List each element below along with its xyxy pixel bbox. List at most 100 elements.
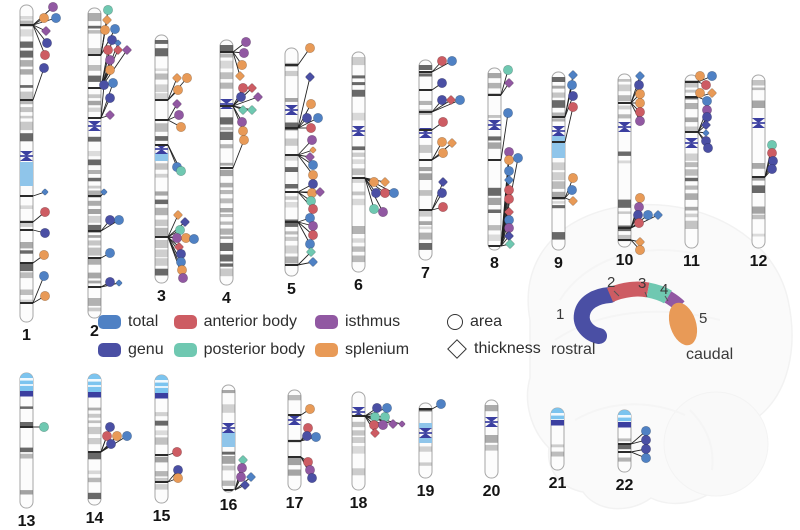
- chromosome-label-15: 15: [153, 508, 171, 525]
- marker-thickness-posterior: [505, 239, 515, 249]
- locus-band: [419, 71, 432, 73]
- marker-area-total: [640, 425, 651, 436]
- chromosome-label-1: 1: [22, 327, 31, 344]
- marker-area-isthmus: [307, 221, 318, 232]
- marker-area-total: [566, 185, 577, 196]
- marker-thickness-posterior: [238, 105, 248, 115]
- marker-area-genu: [766, 164, 777, 175]
- locus-band: [20, 426, 33, 428]
- marker-area-anterior: [503, 185, 514, 196]
- chromosome-label-17: 17: [286, 495, 304, 512]
- marker-area-posterior: [176, 166, 187, 177]
- marker-area-genu: [105, 421, 116, 432]
- locus-band: [752, 176, 765, 178]
- chromosome-bands: [419, 408, 432, 466]
- marker-thickness-genu: [240, 480, 250, 490]
- marker-area-anterior: [39, 207, 50, 218]
- marker-area-genu: [105, 276, 116, 287]
- marker-area-splenium: [39, 290, 50, 301]
- marker-area-total: [189, 234, 200, 245]
- locus-band: [552, 197, 565, 199]
- marker-area-anterior: [39, 49, 50, 60]
- locus-band: [618, 451, 631, 453]
- chromosome-label-11: 11: [683, 253, 700, 270]
- locus-band: [618, 227, 631, 229]
- chromosome-label-12: 12: [750, 253, 768, 270]
- marker-area-splenium: [304, 42, 315, 53]
- chromosome-2: 2: [87, 5, 132, 340]
- locus-band: [685, 96, 698, 98]
- marker-area-isthmus: [237, 462, 248, 473]
- locus-band: [552, 116, 565, 118]
- marker-line: [431, 99, 461, 113]
- marker-thickness-anterior: [446, 95, 456, 105]
- locus-band: [88, 257, 101, 259]
- marker-thickness-posterior: [247, 105, 257, 115]
- chromosome-label-13: 13: [18, 513, 36, 530]
- marker-thickness-splenium: [447, 138, 457, 148]
- marker-area-total: [304, 239, 315, 250]
- marker-area-total: [512, 153, 523, 164]
- marker-area-genu: [436, 188, 447, 199]
- marker-area-genu: [41, 37, 52, 48]
- marker-area-splenium: [182, 73, 193, 84]
- marker-area-splenium: [634, 98, 645, 109]
- marker-area-total: [503, 166, 514, 177]
- marker-thickness-total: [100, 188, 108, 196]
- chromosome-label-18: 18: [350, 495, 368, 512]
- marker-area-isthmus: [377, 419, 388, 430]
- marker-area-genu: [702, 143, 713, 154]
- marker-line: [232, 139, 245, 169]
- locus-band: [419, 129, 432, 131]
- marker-area-anterior: [103, 44, 114, 55]
- marker-area-isthmus: [178, 272, 189, 283]
- locus-band: [88, 117, 101, 119]
- chromosome-6: 6: [351, 51, 399, 294]
- chromosome-18: 18: [350, 391, 406, 512]
- chromosome-13: 13: [18, 372, 49, 530]
- chromosome-label-9: 9: [554, 255, 563, 272]
- marker-line: [100, 84, 105, 119]
- chromosome-16: 16: [220, 384, 256, 514]
- marker-area-anterior: [307, 230, 318, 241]
- locus-band: [220, 105, 233, 107]
- chromosome-21: 21: [549, 407, 567, 492]
- marker-area-total: [105, 248, 116, 259]
- marker-area-genu: [436, 95, 447, 106]
- marker-area-splenium: [503, 155, 514, 166]
- marker-area-posterior: [368, 204, 379, 215]
- marker-area-total: [114, 215, 125, 226]
- marker-thickness-genu: [701, 120, 711, 130]
- chromosome-bands: [618, 410, 631, 462]
- marker-area-splenium: [237, 59, 248, 70]
- chromosome-label-22: 22: [616, 477, 634, 494]
- marker-thickness-isthmus: [41, 26, 51, 36]
- marker-area-genu: [301, 113, 312, 124]
- marker-area-isthmus: [306, 135, 317, 146]
- marker-thickness-anterior: [504, 207, 514, 217]
- marker-area-splenium: [307, 170, 318, 181]
- chromosome-bands: [88, 374, 101, 500]
- marker-area-splenium: [105, 65, 116, 76]
- marker-area-anterior: [700, 80, 711, 91]
- locus-band: [155, 144, 168, 146]
- chromosome-8: 8: [487, 65, 523, 272]
- chromosome-bands: [685, 80, 698, 229]
- marker-thickness-total: [635, 71, 645, 81]
- marker-area-total: [381, 402, 392, 413]
- marker-area-splenium: [304, 403, 315, 414]
- locus-band: [488, 94, 501, 96]
- marker-line: [32, 275, 45, 304]
- marker-area-total: [38, 270, 49, 281]
- cc-posterior-body: [646, 282, 672, 304]
- chromosome-bands: [485, 405, 498, 451]
- chromosome-9: 9: [551, 70, 578, 272]
- marker-area-splenium: [112, 430, 123, 441]
- background-brain-sketch: [526, 203, 793, 510]
- marker-area-splenium: [436, 137, 447, 148]
- marker-thickness-splenium: [102, 15, 112, 25]
- locus-band: [88, 195, 101, 197]
- marker-area-total: [310, 431, 321, 442]
- marker-thickness-total: [41, 188, 49, 196]
